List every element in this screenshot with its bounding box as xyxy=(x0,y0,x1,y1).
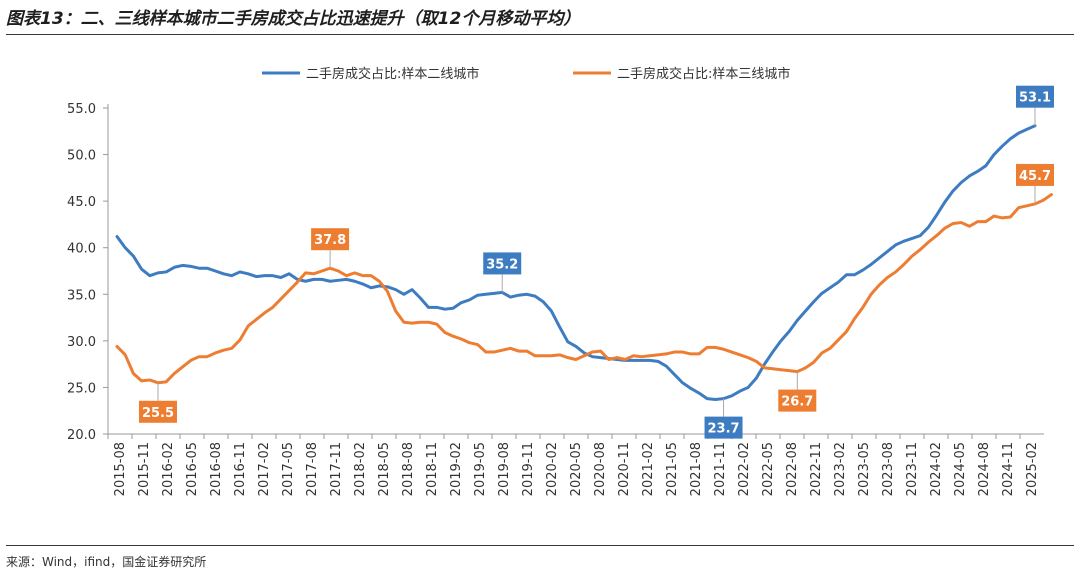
legend-label-series-1: 二手房成交占比:样本二线城市 xyxy=(306,66,479,82)
x-tick-label: 2018-05 xyxy=(377,442,392,496)
y-tick-label: 40.0 xyxy=(67,242,96,257)
x-tick-label: 2017-11 xyxy=(329,442,344,496)
y-tick-label: 55.0 xyxy=(67,102,96,117)
data-label-text: 53.1 xyxy=(1019,91,1051,106)
x-tick-label: 2020-05 xyxy=(569,442,584,496)
y-tick-label: 50.0 xyxy=(67,149,96,164)
y-axis: 20.0 25.0 30.0 35.0 40.0 45.0 50.0 55.0 xyxy=(67,102,109,443)
x-tick-label: 2021-11 xyxy=(713,442,728,496)
x-tick-label: 2021-05 xyxy=(665,442,680,496)
x-tick-label: 2016-11 xyxy=(233,442,248,496)
legend: 二手房成交占比:样本二线城市 二手房成交占比:样本三线城市 xyxy=(262,66,790,82)
x-tick-label: 2019-05 xyxy=(473,442,488,496)
x-tick-label: 2022-11 xyxy=(809,442,824,496)
data-label-text: 35.2 xyxy=(486,257,518,272)
x-tick-label: 2015-08 xyxy=(113,442,128,496)
data-label-box xyxy=(483,252,522,275)
x-axis: 2015-08 2015-11 2016-02 2016-05 2016-08 2016-… xyxy=(107,433,1044,496)
data-label: 45.7 xyxy=(1016,163,1054,204)
data-label: 26.7 xyxy=(778,371,817,412)
x-tick-label: 2023-05 xyxy=(857,442,872,496)
y-tick-label: 25.0 xyxy=(67,381,96,396)
y-tick-label: 45.0 xyxy=(67,195,96,210)
x-tick-label: 2022-05 xyxy=(761,442,776,496)
x-tick-label: 2020-02 xyxy=(545,442,560,496)
x-tick-label: 2023-11 xyxy=(905,442,920,496)
line-chart: 二手房成交占比:样本二线城市 二手房成交占比:样本三线城市 20.0 25.0 30… xyxy=(67,66,1054,496)
x-tick-label: 2024-02 xyxy=(929,442,944,496)
x-tick-label: 2022-02 xyxy=(737,442,752,496)
chart-title: 图表13：二、三线样本城市二手房成交占比迅速提升（取12个月移动平均） xyxy=(6,9,581,29)
title-rule xyxy=(6,34,1074,35)
data-label: 25.5 xyxy=(138,382,177,423)
data-label: 35.2 xyxy=(483,252,522,293)
data-label-text: 45.7 xyxy=(1019,169,1051,184)
legend-label-series-2: 二手房成交占比:样本三线城市 xyxy=(617,66,790,82)
data-label-box xyxy=(311,228,350,251)
x-tick-label: 2019-08 xyxy=(497,442,512,496)
x-tick-label: 2020-08 xyxy=(593,442,608,496)
y-tick-label: 20.0 xyxy=(67,428,96,443)
x-tick-label: 2016-02 xyxy=(161,442,176,496)
plot-lines xyxy=(115,124,1053,402)
data-label-text: 37.8 xyxy=(314,233,346,248)
footer-rule xyxy=(6,545,1074,546)
data-label-box xyxy=(778,389,817,412)
data-label-box xyxy=(1016,163,1054,186)
data-label-box xyxy=(1016,85,1054,108)
x-tick-label: 2015-11 xyxy=(137,442,152,496)
x-tick-label: 2024-05 xyxy=(953,442,968,496)
source-note: 来源：Wind，ifind，国金证券研究所 xyxy=(6,555,207,569)
x-tick-label: 2021-02 xyxy=(641,442,656,496)
data-label-text: 23.7 xyxy=(707,422,739,437)
x-tick-label: 2016-08 xyxy=(209,442,224,496)
x-tick-label: 2017-02 xyxy=(257,442,272,496)
x-tick-label: 2024-11 xyxy=(1001,442,1016,496)
x-tick-label: 2018-08 xyxy=(401,442,416,496)
series-line-2 xyxy=(115,193,1053,385)
y-tick-label: 30.0 xyxy=(67,335,96,350)
x-tick-label: 2019-11 xyxy=(521,442,536,496)
x-tick-label: 2022-08 xyxy=(785,442,800,496)
x-tick-label: 2019-02 xyxy=(449,442,464,496)
data-label: 37.8 xyxy=(311,228,350,269)
y-tick-label: 35.0 xyxy=(67,288,96,303)
x-tick-label: 2023-02 xyxy=(833,442,848,496)
data-label: 53.1 xyxy=(1016,85,1054,126)
x-tick-label: 2018-11 xyxy=(425,442,440,496)
data-label-box xyxy=(138,400,177,423)
data-label-text: 26.7 xyxy=(781,395,813,410)
x-tick-label: 2021-08 xyxy=(689,442,704,496)
data-label-box xyxy=(704,416,743,439)
x-tick-label: 2017-08 xyxy=(305,442,320,496)
data-labels: 23.7 35.2 53.1 25.5 37.8 26.7 45.7 xyxy=(138,85,1054,439)
x-tick-label: 2017-05 xyxy=(281,442,296,496)
data-label: 23.7 xyxy=(704,398,743,439)
x-tick-label: 2018-02 xyxy=(353,442,368,496)
x-tick-label: 2020-11 xyxy=(617,442,632,496)
x-tick-label: 2025-02 xyxy=(1025,442,1040,496)
x-tick-label: 2016-05 xyxy=(185,442,200,496)
series-line-1 xyxy=(115,124,1037,402)
x-tick-label: 2024-08 xyxy=(977,442,992,496)
x-tick-label: 2023-08 xyxy=(881,442,896,496)
data-label-text: 25.5 xyxy=(142,406,174,421)
